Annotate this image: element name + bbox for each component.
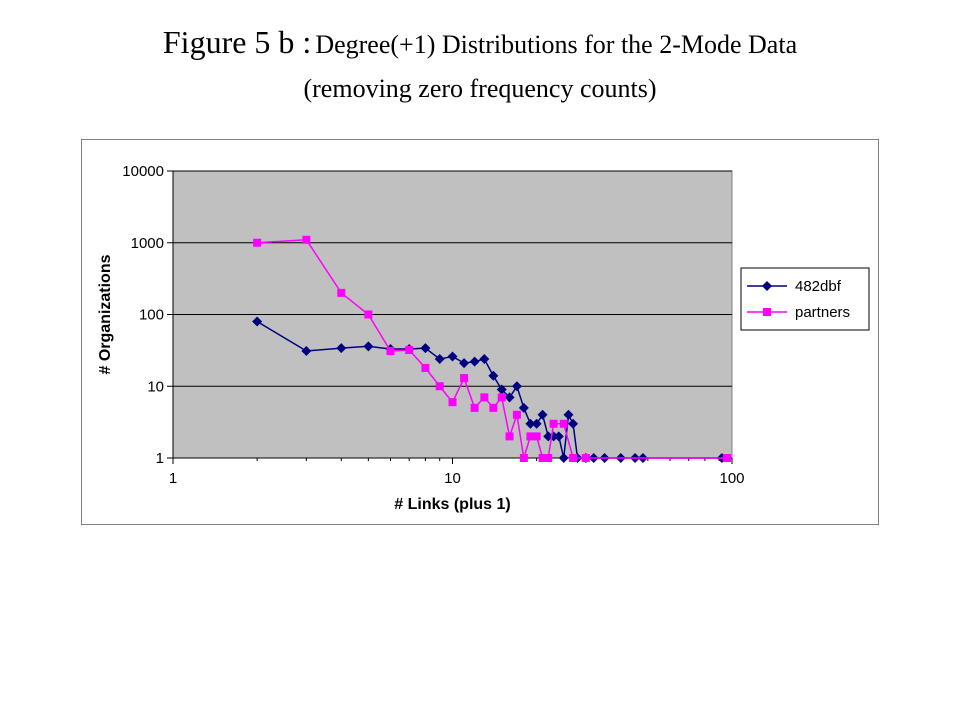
data-point-482dbf: [548, 431, 559, 442]
data-point-partners: [337, 288, 346, 297]
legend-label-482dbf: 482dbf: [795, 278, 842, 295]
chart-frame: 1 10 100 1000 10000 1 10 100 # Links (plus 1) #…: [81, 139, 879, 525]
data-point-partners: [435, 382, 444, 391]
data-point-482dbf: [558, 453, 569, 463]
legend-box: [740, 267, 870, 331]
x-tick-label: 10: [444, 470, 461, 487]
y-tick-label: 1000: [131, 235, 164, 252]
data-point-partners: [302, 235, 311, 244]
data-point-482dbf: [511, 381, 522, 392]
data-point-482dbf: [420, 343, 431, 354]
data-point-partners: [460, 374, 469, 383]
data-point-482dbf: [568, 418, 579, 429]
data-point-482dbf: [496, 384, 507, 395]
data-point-482dbf: [459, 358, 470, 369]
title-figure-label: Figure 5 b :: [162, 24, 312, 60]
data-point-482dbf: [563, 409, 574, 420]
y-tick-label: 100: [139, 307, 164, 324]
data-point-482dbf: [434, 353, 445, 364]
data-point-partners: [448, 398, 457, 407]
data-point-partners: [512, 410, 521, 419]
legend-label-partners: partners: [795, 304, 850, 321]
data-point-482dbf: [252, 316, 263, 327]
chart-svg: 1 10 100 1000 10000 1 10 100 # Links (plus 1) #…: [97, 163, 870, 513]
data-point-482dbf: [553, 431, 564, 442]
data-point-partners: [559, 419, 568, 428]
slide-title: Figure 5 b : Degree(+1) Distributions fo…: [0, 22, 960, 109]
x-tick-label: 100: [719, 470, 744, 487]
data-point-partners: [480, 393, 489, 402]
y-tick-label: 10: [147, 378, 164, 395]
data-point-482dbf: [469, 356, 480, 367]
data-point-partners: [386, 346, 395, 355]
data-point-partners: [489, 403, 498, 412]
data-point-482dbf: [363, 341, 374, 352]
data-point-partners: [470, 403, 479, 412]
data-point-482dbf: [504, 392, 515, 403]
data-point-partners: [421, 363, 430, 372]
data-point-482dbf: [447, 351, 458, 362]
data-point-482dbf: [479, 353, 490, 364]
title-line-2: (removing zero frequency counts): [303, 74, 657, 103]
x-axis-title: # Links (plus 1): [394, 496, 510, 513]
data-point-partners: [549, 419, 558, 428]
data-point-partners: [544, 454, 553, 462]
series-layer: [252, 235, 732, 463]
x-tick-label: 1: [169, 470, 177, 487]
legend-marker-482dbf: [762, 281, 772, 291]
y-axis-title: # Organizations: [97, 254, 114, 374]
data-point-482dbf: [336, 343, 347, 354]
data-point-partners: [519, 454, 528, 462]
data-point-482dbf: [488, 370, 499, 381]
data-point-482dbf: [537, 409, 548, 420]
data-point-partners: [364, 310, 373, 319]
data-point-482dbf: [525, 418, 536, 429]
title-line-1: Figure 5 b : Degree(+1) Distributions fo…: [0, 22, 960, 69]
data-point-partners: [505, 432, 514, 441]
data-point-partners: [405, 346, 414, 355]
data-point-partners: [526, 432, 535, 441]
data-point-partners: [569, 454, 578, 462]
data-point-partners: [581, 454, 590, 462]
data-point-partners: [532, 432, 541, 441]
legend-marker-partners: [763, 308, 771, 316]
y-tick-label: 1: [156, 450, 164, 467]
title-main-text: Degree(+1) Distributions for the 2-Mode …: [315, 30, 798, 59]
data-point-482dbf: [301, 345, 312, 356]
y-tick-label: 10000: [122, 163, 164, 180]
data-point-partners: [538, 454, 547, 462]
data-point-partners: [723, 454, 732, 462]
legend: 482dbf partners: [740, 267, 870, 331]
data-point-482dbf: [518, 402, 529, 413]
data-point-482dbf: [531, 418, 542, 429]
data-point-partners: [497, 393, 506, 402]
data-point-partners: [253, 238, 262, 247]
